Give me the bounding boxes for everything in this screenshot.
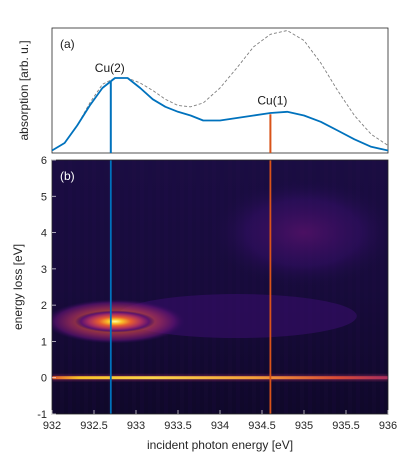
panel-a-plot-area [52, 30, 388, 152]
elastic-line [52, 376, 388, 380]
heatmap-stripe [76, 160, 80, 414]
heatmap-stripe [100, 160, 104, 414]
charge-transfer-feature [209, 177, 388, 288]
panel-a-label: (a) [60, 37, 75, 51]
y-tick-label: -1 [37, 409, 47, 421]
y-tick-label: 5 [41, 191, 47, 203]
heatmap-stripe [380, 160, 384, 414]
y-tick-label: 6 [41, 155, 47, 167]
heatmap-stripe [348, 160, 352, 414]
panel-b-yticks: -1 0 1 2 3 4 5 6 [37, 155, 56, 421]
x-tick-label: 936 [379, 420, 397, 432]
heatmap-stripe [356, 160, 360, 414]
x-tick-label: 934.5 [248, 420, 276, 432]
heatmap-stripe [196, 160, 200, 414]
heatmap-stripe [260, 160, 264, 414]
heatmap-stripe [172, 160, 176, 414]
heatmap-stripe [68, 160, 72, 414]
heatmap-stripe [276, 160, 280, 414]
heatmap-stripe [164, 160, 168, 414]
heatmap-stripe [316, 160, 320, 414]
heatmap-stripe [52, 160, 56, 414]
heatmap-stripe [204, 160, 208, 414]
heatmap-stripe [132, 160, 136, 414]
heatmap-stripe [228, 160, 232, 414]
heatmap-stripe [180, 160, 184, 414]
absorption-solid-line [52, 77, 388, 152]
heatmap-stripe [372, 160, 376, 414]
y-tick-label: 1 [41, 336, 47, 348]
panel-a-ylabel: absorption [arb. u.] [17, 40, 31, 140]
absorption-dashed-line [52, 30, 388, 151]
y-tick-label: 0 [41, 373, 47, 385]
heatmap-stripe [332, 160, 336, 414]
heatmap-stripe [236, 160, 240, 414]
heatmap-stripe [252, 160, 256, 414]
x-tick-label: 932 [43, 420, 61, 432]
peak-label-2: Cu(1) [257, 93, 287, 107]
heatmap-stripe [188, 160, 192, 414]
heatmap-stripe [124, 160, 128, 414]
x-tick-label: 933 [127, 420, 145, 432]
heatmap-stripe [220, 160, 224, 414]
heatmap-stripe [92, 160, 96, 414]
heatmap-stripe [84, 160, 88, 414]
peak-label-1: Cu(2) [95, 61, 125, 75]
panel-b-xticks: 932 932.5 933 933.5 934 934.5 935 935.5 936 [43, 410, 397, 432]
x-tick-label: 935.5 [332, 420, 360, 432]
x-tick-label: 935 [295, 420, 313, 432]
heatmap-stripe [324, 160, 328, 414]
panel-b: (b) 932 932.5 933 933.5 934 934.5 935 935.5 936 … [11, 155, 397, 452]
panel-a-markers: Cu(2) Cu(1) [95, 61, 287, 153]
heatmap-stripe [340, 160, 344, 414]
heatmap-stripe [60, 160, 64, 414]
heatmap-stripe [140, 160, 144, 414]
heatmap-stripe [156, 160, 160, 414]
dd-excitation-feature [75, 310, 155, 333]
panel-b-heatmap [52, 160, 388, 414]
heatmap-stripe [244, 160, 248, 414]
panel-a-frame [51, 27, 389, 154]
x-tick-label: 934 [211, 420, 229, 432]
y-tick-label: 3 [41, 264, 47, 276]
heatmap-stripe [148, 160, 152, 414]
x-tick-label: 932.5 [80, 420, 108, 432]
panel-b-ylabel: energy loss [eV] [11, 244, 25, 330]
y-tick-label: 4 [41, 228, 47, 240]
x-tick-label: 933.5 [164, 420, 192, 432]
panel-a: (a) absorption [arb. u.] Cu(2) Cu(1) [17, 27, 389, 154]
heatmap-stripe [116, 160, 120, 414]
y-tick-label: 2 [41, 300, 47, 312]
heatmap-vertical-lines [109, 160, 272, 414]
panel-b-label: (b) [60, 169, 75, 183]
heatmap-stripe [284, 160, 288, 414]
heatmap-stripe [364, 160, 368, 414]
heatmap-stripe [212, 160, 216, 414]
panel-b-xlabel: incident photon energy [eV] [147, 438, 293, 452]
